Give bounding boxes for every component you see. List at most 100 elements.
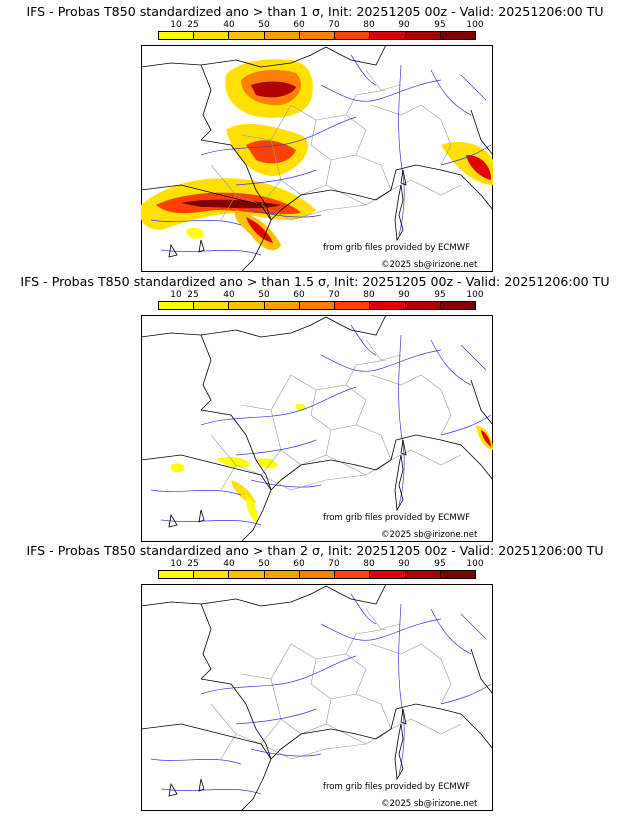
colorbar-tick-label: 80: [363, 290, 375, 300]
rivers: [150, 54, 492, 256]
colorbar-segment: [370, 32, 406, 39]
map-canvas: from grib files provided by ECMWF ©2025 …: [141, 45, 493, 272]
colorbar-tick-label: 100: [466, 20, 484, 30]
panel-title: IFS - Probas T850 standardized ano > tha…: [26, 4, 604, 19]
colorbar-tick-label: 60: [293, 559, 305, 569]
colorbar-tick-label: 40: [223, 559, 235, 569]
colorbar-segment: [335, 302, 371, 309]
colorbar-labels: 10 25 40 50 60 70 80 90 95 100: [0, 559, 630, 570]
copyright-text: ©2025 sb@irizone.net: [381, 530, 478, 540]
colorbar-tick-label: 10: [170, 290, 182, 300]
colorbar-tick-label: 100: [466, 559, 484, 569]
colorbar-segment: [159, 302, 195, 309]
source-text: from grib files provided by ECMWF: [323, 513, 470, 523]
probability-area: [181, 199, 281, 209]
admin-borders: [210, 608, 462, 760]
colorbar-tick-label: 70: [328, 20, 340, 30]
probability-area: [246, 217, 273, 243]
colorbar-segment: [405, 32, 441, 39]
colorbar-tick-label: 95: [434, 290, 446, 300]
colorbar-segment: [159, 32, 195, 39]
probability-area: [170, 463, 185, 473]
colorbar-tick-label: 40: [223, 20, 235, 30]
colorbar-tick-label: 10: [170, 559, 182, 569]
map-panel: IFS - Probas T850 standardized ano > tha…: [0, 543, 630, 811]
colorbar-segment: [229, 571, 265, 578]
colorbar-segment: [264, 302, 300, 309]
probability-map: from grib files provided by ECMWF ©2025 …: [141, 45, 493, 272]
colorbar-tick-label: 10: [170, 20, 182, 30]
colorbar-tick-label: 25: [187, 290, 199, 300]
colorbar-tick-label: 90: [398, 559, 410, 569]
colorbar-segment: [264, 32, 300, 39]
colorbar-tick-label: 50: [258, 290, 270, 300]
colorbar-tick-label: 60: [293, 290, 305, 300]
source-text: from grib files provided by ECMWF: [323, 243, 470, 253]
coastlines: [141, 584, 493, 811]
probability-area: [466, 155, 491, 180]
colorbar-tick-label: 50: [258, 20, 270, 30]
map-frame: [141, 584, 493, 811]
colorbar-tick-label: 80: [363, 559, 375, 569]
rivers: [150, 593, 492, 795]
colorbar-tick-label: 90: [398, 290, 410, 300]
colorbar-tick-label: 60: [293, 20, 305, 30]
colorbar-segment: [194, 302, 230, 309]
colorbar-segment: [229, 302, 265, 309]
probability-area: [251, 81, 296, 98]
rivers: [150, 324, 492, 526]
colorbar-segment: [370, 571, 406, 578]
panel-title: IFS - Probas T850 standardized ano > tha…: [26, 543, 604, 558]
source-text: from grib files provided by ECMWF: [323, 782, 470, 792]
colorbar-segment: [264, 571, 300, 578]
colorbar-tick-label: 80: [363, 20, 375, 30]
colorbar-tick-label: 100: [466, 290, 484, 300]
colorbar-segment: [405, 302, 441, 309]
colorbar-segment: [440, 571, 475, 578]
colorbar-segment: [194, 32, 230, 39]
probability-area: [246, 140, 296, 164]
colorbar-segment: [159, 571, 195, 578]
colorbar-tick-label: 90: [398, 20, 410, 30]
colorbar: [158, 570, 476, 579]
colorbar: [158, 301, 476, 310]
colorbar-tick-label: 25: [187, 20, 199, 30]
colorbar-tick-label: 70: [328, 290, 340, 300]
colorbar-segment: [405, 571, 441, 578]
colorbar-segment: [299, 571, 336, 578]
coastlines: [141, 45, 493, 272]
colorbar-labels: 10 25 40 50 60 70 80 90 95 100: [0, 20, 630, 31]
probability-map: from grib files provided by ECMWF ©2025 …: [141, 584, 493, 811]
colorbar-segment: [299, 302, 336, 309]
copyright-text: ©2025 sb@irizone.net: [381, 260, 478, 270]
colorbar-labels: 10 25 40 50 60 70 80 90 95 100: [0, 290, 630, 301]
colorbar-segment: [229, 32, 265, 39]
probability-area: [186, 227, 204, 239]
copyright-text: ©2025 sb@irizone.net: [381, 799, 478, 809]
colorbar-tick-label: 40: [223, 290, 235, 300]
colorbar-tick-label: 50: [258, 559, 270, 569]
panel-title: IFS - Probas T850 standardized ano > tha…: [20, 274, 610, 289]
probability-area: [245, 495, 258, 523]
colorbar-segment: [194, 571, 230, 578]
coastlines: [141, 315, 493, 542]
probability-area: [481, 430, 491, 447]
colorbar-tick-label: 95: [434, 20, 446, 30]
map-panel: IFS - Probas T850 standardized ano > tha…: [0, 4, 630, 272]
colorbar: [158, 31, 476, 40]
map-panel: IFS - Probas T850 standardized ano > tha…: [0, 274, 630, 542]
map-canvas: from grib files provided by ECMWF ©2025 …: [141, 315, 493, 542]
colorbar-tick-label: 95: [434, 559, 446, 569]
probability-map: from grib files provided by ECMWF ©2025 …: [141, 315, 493, 542]
probability-area: [231, 480, 256, 504]
colorbar-tick-label: 70: [328, 559, 340, 569]
map-frame: [141, 315, 493, 542]
colorbar-tick-label: 25: [187, 559, 199, 569]
map-canvas: from grib files provided by ECMWF ©2025 …: [141, 584, 493, 811]
colorbar-segment: [440, 32, 475, 39]
colorbar-segment: [299, 32, 336, 39]
colorbar-segment: [440, 302, 475, 309]
colorbar-segment: [370, 302, 406, 309]
colorbar-segment: [335, 32, 371, 39]
colorbar-segment: [335, 571, 371, 578]
